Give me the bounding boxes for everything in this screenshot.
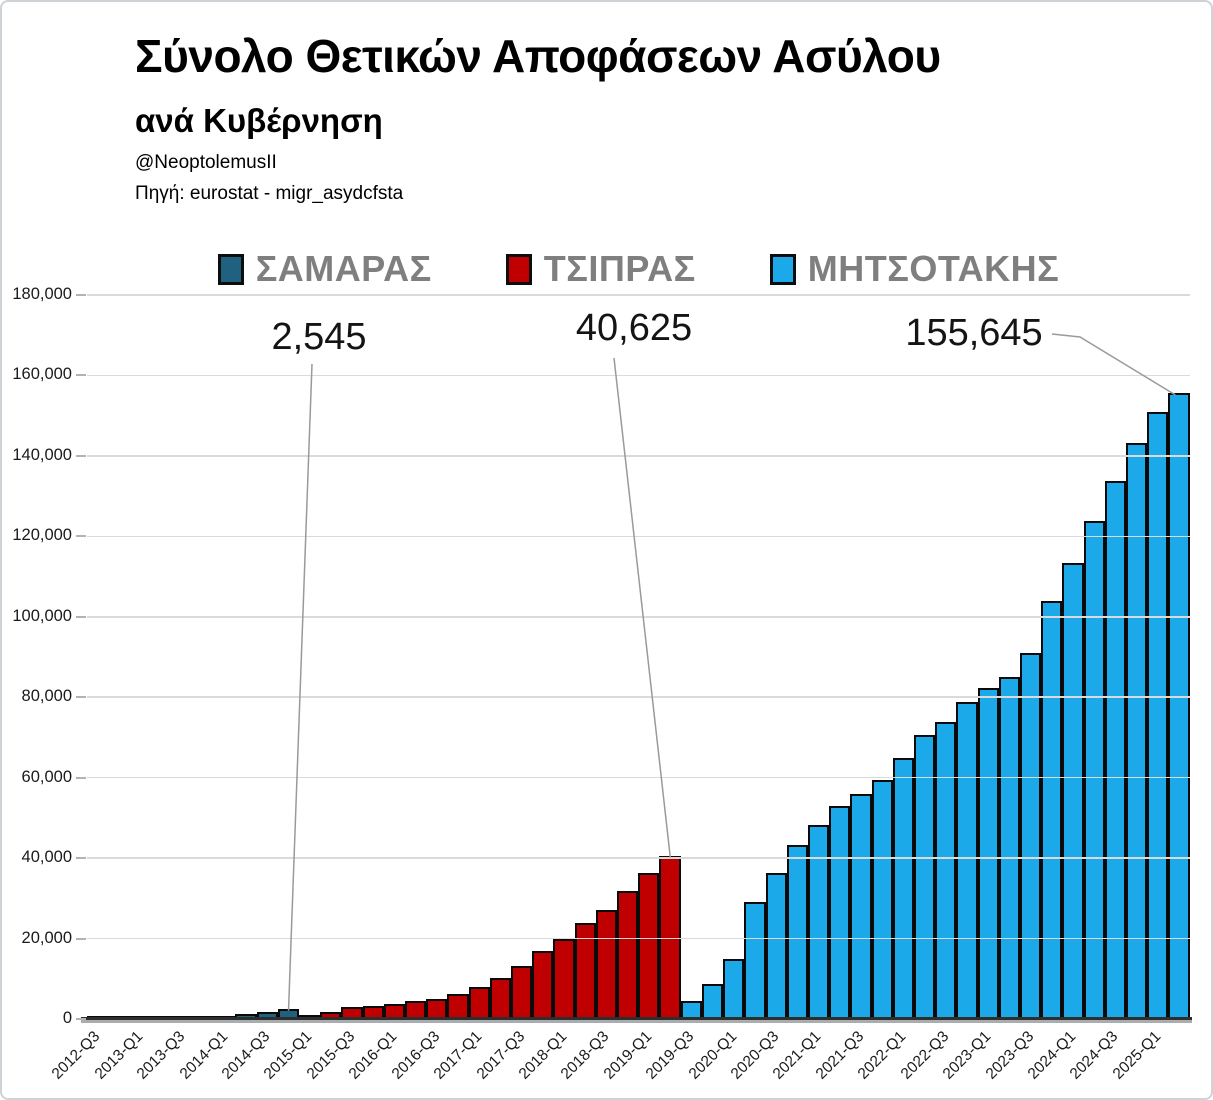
bar-2022-Q3 xyxy=(935,722,957,1019)
bar-2022-Q4 xyxy=(956,702,978,1019)
bar-2017-Q3 xyxy=(511,966,533,1019)
y-axis-tick xyxy=(76,1018,86,1020)
plot-area xyxy=(87,294,1190,1019)
data-source: Πηγή: eurostat - migr_asydcfsta xyxy=(135,183,404,205)
y-axis-tick xyxy=(76,696,86,699)
legend-label-tsipras: ΤΣΙΠΡΑΣ xyxy=(543,248,696,289)
bar-2017-Q4 xyxy=(532,951,554,1019)
grid-line xyxy=(87,535,1190,538)
legend-item-tsipras: ΤΣΙΠΡΑΣ xyxy=(505,248,696,290)
annotation-tsipras-total: 40,625 xyxy=(575,307,693,349)
bar-2023-Q4 xyxy=(1041,601,1063,1019)
bar-2022-Q1 xyxy=(892,758,914,1019)
bar-2019-Q4 xyxy=(701,984,724,1019)
legend-label-samaras: ΣΑΜΑΡΑΣ xyxy=(255,248,432,289)
bar-2015-Q3 xyxy=(341,1007,363,1019)
bar-2023-Q1 xyxy=(977,688,999,1019)
y-axis-label: 20,000 xyxy=(21,928,72,947)
bar-2024-Q1 xyxy=(1062,563,1084,1019)
chart-title: Σύνολο Θετικών Αποφάσεων Ασύλου xyxy=(135,30,941,82)
bar-series xyxy=(87,295,1190,1019)
grid-line xyxy=(87,455,1190,457)
y-axis-tick xyxy=(76,454,86,457)
y-axis-tick xyxy=(76,857,86,860)
y-axis-label: 160,000 xyxy=(12,365,72,384)
grid-line xyxy=(87,937,1190,940)
y-axis-tick xyxy=(76,937,86,940)
bar-2016-Q1 xyxy=(383,1004,406,1019)
grid-line xyxy=(87,776,1190,779)
y-axis-label: 120,000 xyxy=(12,526,72,545)
grid-line xyxy=(87,857,1190,859)
bar-2016-Q4 xyxy=(447,994,469,1019)
bar-2017-Q1 xyxy=(468,987,490,1019)
bar-2020-Q1 xyxy=(723,959,745,1019)
legend-swatch-tsipras xyxy=(505,253,532,285)
bar-2017-Q2 xyxy=(489,978,512,1019)
bar-2021-Q3 xyxy=(850,794,872,1019)
bar-2018-Q1 xyxy=(553,939,575,1019)
y-axis-label: 80,000 xyxy=(21,687,72,706)
bar-2020-Q2 xyxy=(744,902,766,1019)
grid-line xyxy=(87,294,1190,296)
bar-2024-Q3 xyxy=(1104,481,1126,1019)
y-axis-label: 180,000 xyxy=(12,285,72,303)
bar-2019-Q3 xyxy=(680,1001,702,1019)
bar-2020-Q3 xyxy=(765,873,787,1019)
grid-line xyxy=(87,616,1190,618)
y-axis-tick xyxy=(76,294,86,296)
chart-header: Σύνολο Θετικών Αποφάσεων Ασύλου ανά Κυβέ… xyxy=(135,32,941,205)
y-axis-label: 0 xyxy=(62,1009,72,1027)
annotation-mitsotakis-total: 155,645 xyxy=(905,312,1043,354)
legend-swatch-mitsotakis xyxy=(769,253,796,285)
legend-label-mitsotakis: ΜΗΤΣΟΤΑΚΗΣ xyxy=(807,248,1060,289)
x-axis-line xyxy=(81,1017,1192,1020)
bar-2016-Q2 xyxy=(405,1001,427,1019)
bar-2025-Q2 xyxy=(1168,393,1190,1019)
bar-2018-Q3 xyxy=(595,910,618,1019)
x-axis-shadow xyxy=(81,1019,1192,1023)
bar-2015-Q4 xyxy=(362,1006,384,1019)
bar-2019-Q1 xyxy=(638,873,660,1019)
bar-2021-Q2 xyxy=(829,806,851,1019)
annotation-samaras-total: 2,545 xyxy=(271,316,367,358)
y-axis-tick xyxy=(76,615,86,618)
bar-2021-Q4 xyxy=(871,780,893,1019)
legend-swatch-samaras xyxy=(217,253,244,285)
y-axis-label: 40,000 xyxy=(21,848,72,867)
bar-2023-Q2 xyxy=(998,677,1020,1019)
legend: ΣΑΜΑΡΑΣ ΤΣΙΠΡΑΣ ΜΗΤΣΟΤΑΚΗΣ xyxy=(87,248,1190,290)
bar-2014-Q2 xyxy=(235,1014,257,1019)
grid-line xyxy=(87,696,1190,698)
bar-2018-Q2 xyxy=(574,923,596,1019)
bar-2018-Q4 xyxy=(617,891,639,1019)
legend-item-samaras: ΣΑΜΑΡΑΣ xyxy=(217,248,432,290)
bar-2020-Q4 xyxy=(786,845,808,1019)
bar-2021-Q1 xyxy=(807,825,830,1019)
grid-line xyxy=(87,374,1190,377)
y-axis-label: 140,000 xyxy=(12,445,72,464)
bar-2024-Q4 xyxy=(1125,443,1148,1019)
bar-2025-Q1 xyxy=(1147,412,1169,1019)
bar-2016-Q3 xyxy=(426,999,448,1019)
y-axis-tick xyxy=(76,535,86,538)
author-handle: @NeoptolemusII xyxy=(135,152,277,174)
bar-2023-Q3 xyxy=(1019,653,1042,1019)
bar-2014-Q3 xyxy=(256,1012,278,1019)
bar-2024-Q2 xyxy=(1083,521,1105,1019)
y-axis-label: 60,000 xyxy=(21,767,72,786)
bar-2015-Q2 xyxy=(320,1012,342,1019)
chart-subtitle: ανά Κυβέρνηση xyxy=(135,102,383,140)
legend-item-mitsotakis: ΜΗΤΣΟΤΑΚΗΣ xyxy=(769,248,1060,290)
y-axis-tick xyxy=(76,776,86,779)
y-axis-tick xyxy=(76,374,86,377)
bar-2022-Q2 xyxy=(913,735,936,1019)
y-axis-label: 100,000 xyxy=(12,606,72,625)
